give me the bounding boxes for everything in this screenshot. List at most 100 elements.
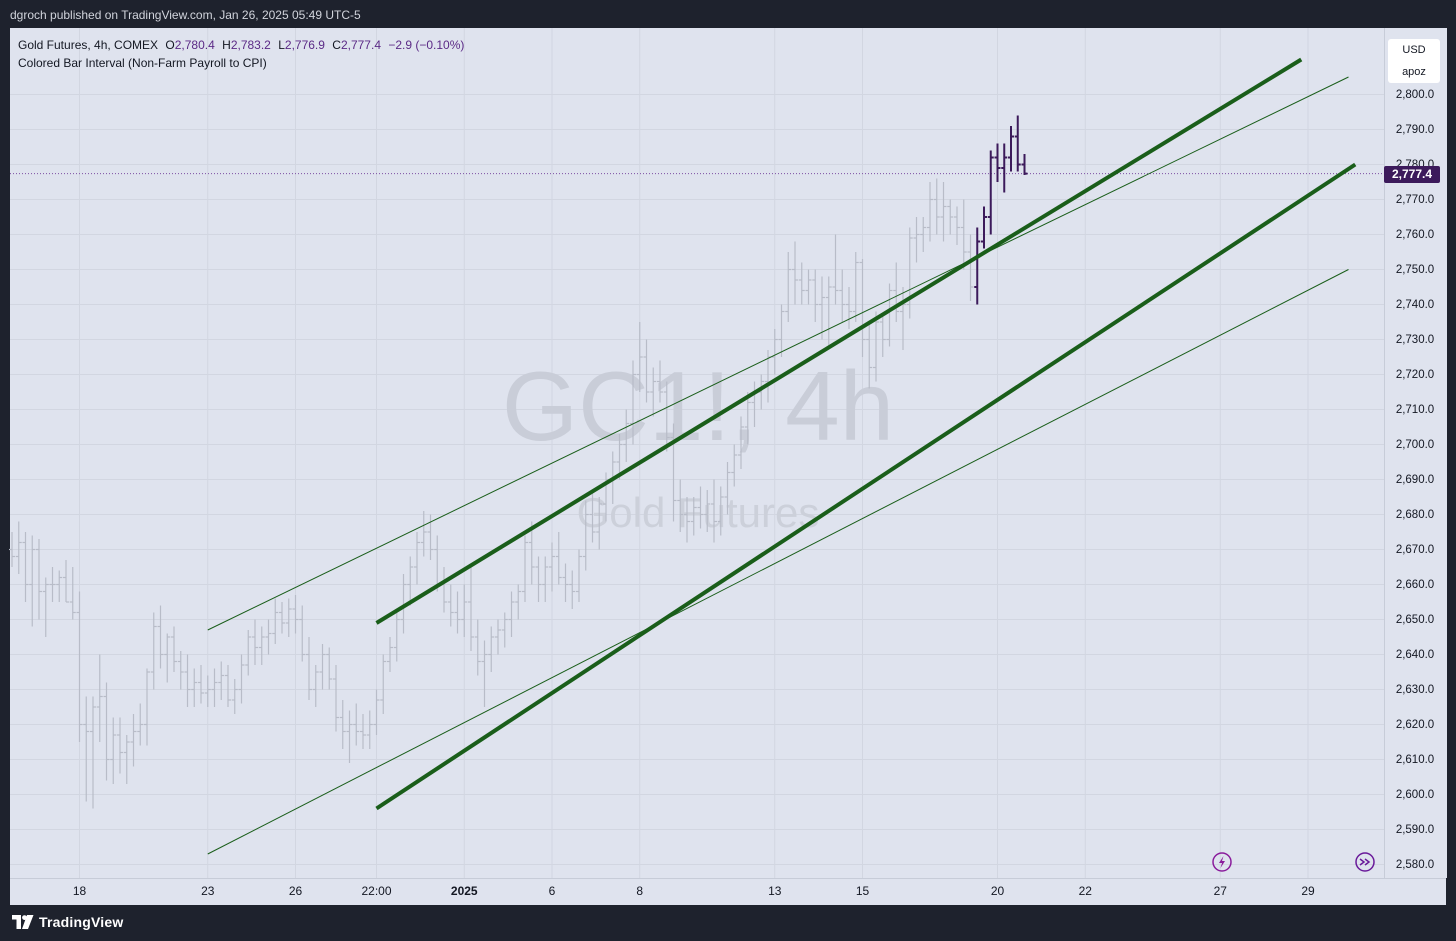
price-tick-label: 2,680.0	[1395, 508, 1435, 521]
ohlc-bar	[825, 276, 832, 347]
ohlc-bar	[96, 654, 103, 742]
price-tick-label: 2,750.0	[1395, 263, 1435, 276]
ohlc-bar	[447, 584, 454, 627]
axis-mode-label: apoz	[1402, 66, 1426, 78]
ohlc-bar	[272, 598, 279, 644]
ohlc-bar	[623, 409, 630, 462]
ohlc-bar	[866, 322, 873, 389]
time-tick-label: 27	[1213, 884, 1227, 898]
price-tick-label: 2,720.0	[1395, 368, 1435, 381]
ohlc-bar	[1014, 115, 1021, 172]
ohlc-bar	[704, 490, 711, 532]
price-tick-label: 2,590.0	[1395, 823, 1435, 836]
price-tick-label: 2,700.0	[1395, 438, 1435, 451]
time-tick-label: 20	[990, 884, 1005, 898]
lightning-icon[interactable]	[1212, 852, 1232, 872]
ohlc-bar	[36, 539, 42, 620]
ohlc-bar	[171, 626, 177, 672]
change-value: −2.9 (−0.10%)	[388, 38, 465, 52]
bars-layer	[9, 115, 1028, 809]
ohlc-bar	[643, 339, 650, 403]
ohlc-bar	[981, 206, 987, 249]
ohlc-bar	[292, 595, 299, 634]
ohlc-bar	[231, 679, 238, 714]
time-axis[interactable]	[10, 878, 1446, 905]
time-tick-label: 2025	[450, 884, 478, 898]
ohlc-bar	[360, 714, 366, 749]
currency-label: USD	[1402, 44, 1426, 56]
currency-selector[interactable]: USD apoz	[1388, 39, 1440, 83]
ohlc-bar	[798, 262, 805, 305]
ohlc-bar	[285, 598, 292, 637]
ohlc-bar	[738, 416, 744, 469]
ohlc-bar	[501, 612, 508, 648]
ohlc-bar	[886, 283, 893, 347]
ohlc-bar	[846, 287, 852, 329]
ohlc-bar	[441, 567, 447, 613]
chart-pane[interactable]	[10, 28, 1384, 878]
ohlc-bar	[488, 626, 495, 672]
ohlc-bar	[994, 143, 1001, 182]
low-label: L	[278, 38, 285, 52]
ohlc-bar	[785, 252, 792, 322]
ohlc-bar	[90, 696, 96, 809]
time-tick-label: 22:00	[361, 884, 392, 898]
symbol-info: Gold Futures, 4h, COMEX	[18, 38, 159, 52]
time-tick-label: 23	[201, 884, 215, 898]
ohlc-bar	[238, 654, 245, 704]
scroll-right-icon[interactable]	[1355, 852, 1375, 872]
ohlc-bar	[657, 360, 663, 403]
ohlc-bar	[805, 269, 812, 305]
ohlc-bar	[731, 444, 738, 487]
ohlc-bar	[83, 696, 90, 802]
ohlc-bar	[879, 315, 886, 357]
ohlc-bar	[157, 605, 164, 669]
price-tick-label: 2,790.0	[1395, 123, 1435, 136]
indicator-line: Colored Bar Interval (Non-Farm Payroll t…	[18, 56, 267, 70]
ohlc-bar	[326, 647, 333, 690]
ohlc-bar	[569, 570, 576, 609]
tradingview-logo-icon	[12, 915, 34, 929]
tradingview-logo[interactable]: TradingView	[12, 914, 123, 930]
channel-line-thin	[207, 269, 1349, 855]
trendlines-layer	[207, 57, 1357, 855]
ohlc-bar	[164, 633, 171, 683]
channel-line-thick	[375, 57, 1303, 625]
ohlc-bar	[576, 549, 582, 602]
ohlc-bar	[204, 675, 211, 707]
ohlc-bar	[778, 304, 785, 357]
ohlc-bar	[542, 556, 549, 602]
ohlc-bar	[650, 367, 657, 417]
ohlc-bar	[366, 710, 373, 749]
ohlc-bar	[873, 311, 879, 382]
ohlc-bar	[76, 591, 83, 742]
time-tick-label: 22	[1078, 884, 1092, 898]
ohlc-bar	[380, 654, 387, 714]
ohlc-bar	[960, 199, 967, 270]
ohlc-bar	[819, 276, 825, 340]
ohlc-bar	[319, 644, 326, 690]
ohlc-bar	[906, 227, 913, 319]
ohlc-bar	[387, 637, 393, 672]
ohlc-bar	[191, 668, 198, 707]
ohlc-bar	[933, 178, 940, 235]
ohlc-bar	[103, 682, 110, 781]
ohlc-bar	[792, 241, 798, 305]
ohlc-bar	[218, 661, 225, 700]
ohlc-bar	[9, 532, 15, 567]
ohlc-bar	[346, 710, 353, 763]
ohlc-bar	[137, 703, 144, 746]
ohlc-bar	[144, 668, 150, 746]
price-tick-label: 2,760.0	[1395, 228, 1435, 241]
price-tick-label: 2,620.0	[1395, 718, 1435, 731]
ohlc-bar	[947, 199, 954, 235]
ohlc-bar	[771, 329, 778, 375]
ohlc-bar	[954, 206, 960, 245]
ohlc-bar	[974, 227, 981, 305]
high-label: H	[222, 38, 231, 52]
ohlc-bar	[549, 542, 555, 592]
ohlc-bar	[49, 567, 56, 602]
ohlc-bar	[420, 511, 427, 557]
channel-line-thick	[375, 162, 1357, 811]
